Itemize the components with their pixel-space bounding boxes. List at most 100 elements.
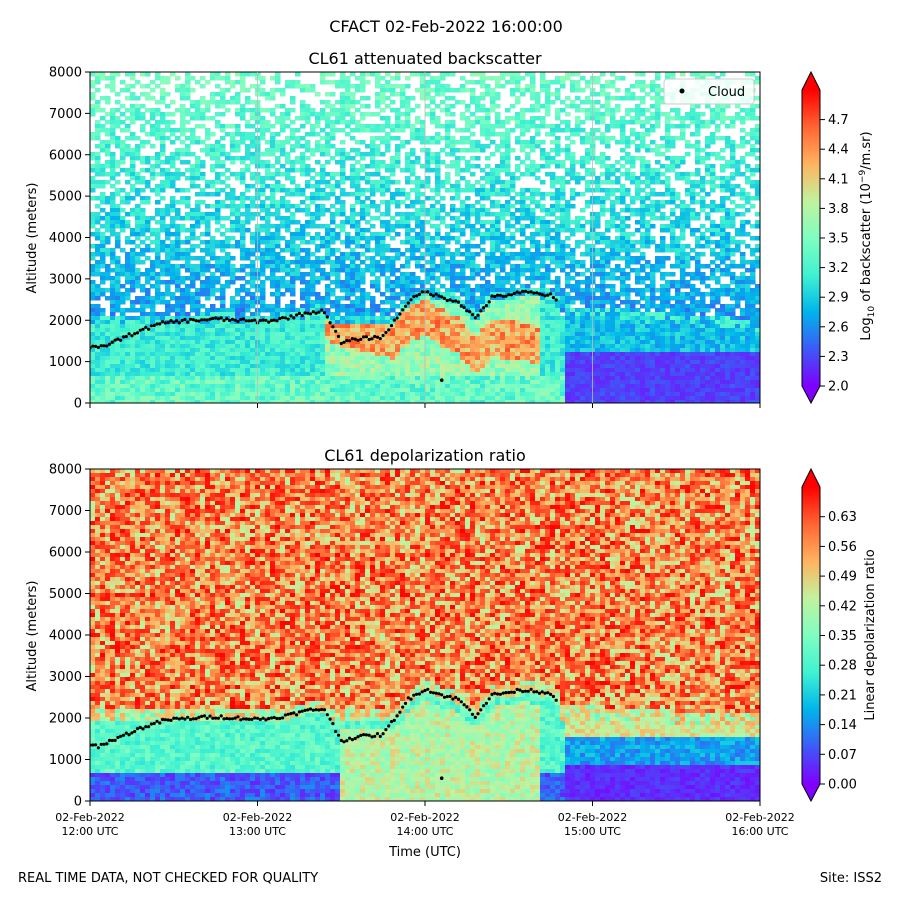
cloud-point (429, 293, 432, 296)
cloud-point (270, 716, 273, 719)
cloud-point (432, 691, 435, 694)
cloud-point (181, 319, 184, 322)
colorbar-tick-label: 0.21 (828, 688, 857, 703)
cloud-point (108, 739, 111, 742)
cloud-point (94, 743, 97, 746)
cloud-point (342, 740, 345, 743)
cloud-point (421, 290, 424, 293)
cloud-point (262, 319, 265, 322)
cloud-point (214, 717, 217, 720)
cloud-point (136, 727, 139, 730)
cloud-point (105, 344, 108, 347)
cloud-point (354, 338, 357, 341)
cloud-point (167, 321, 170, 324)
cloud-point (507, 691, 510, 694)
cloud-point (384, 728, 387, 731)
cloud-point (370, 337, 373, 340)
cloud-point (306, 312, 309, 315)
cloud-point (155, 322, 158, 325)
cloud-point (225, 717, 228, 720)
cloud-point (351, 337, 354, 340)
cloud-point (239, 318, 242, 321)
y-tick-label: 2000 (49, 712, 82, 727)
cloud-point (139, 726, 142, 729)
cloud-point (454, 299, 457, 302)
cloud-point (100, 743, 103, 746)
depol-plot-area (88, 469, 760, 802)
cloud-point (298, 710, 301, 713)
cloud-point (387, 328, 390, 331)
cloud-point (178, 717, 181, 720)
colorbar-tick-label: 2.3 (828, 350, 849, 365)
cloud-point (379, 337, 382, 340)
cloud-legend-label: Cloud (708, 85, 745, 100)
depol-colorbar-bar (802, 487, 820, 784)
cloud-point (521, 290, 524, 293)
cloud-point (446, 299, 449, 302)
cloud-point (158, 322, 161, 325)
cloud-point (114, 739, 117, 742)
cloud-point (398, 312, 401, 315)
cloud-point (532, 690, 535, 693)
cloud-point (273, 319, 276, 322)
cloud-point (287, 318, 290, 321)
cloud-point (231, 717, 234, 720)
cloud-point (471, 313, 474, 316)
cloud-point (524, 690, 527, 693)
cloud-point (292, 316, 295, 319)
cloud-point (329, 718, 332, 721)
cloud-point (197, 716, 200, 719)
cloud-point (301, 710, 304, 713)
cloud-point (549, 292, 552, 295)
footer-site: Site: ISS2 (820, 871, 882, 886)
cloud-point (396, 316, 399, 319)
cloud-point (516, 290, 519, 293)
colorbar-tick-label: 0.56 (828, 540, 857, 555)
cloud-point (217, 717, 220, 720)
figure-title: CFACT 02-Feb-2022 16:00:00 (329, 17, 563, 36)
cloud-point (200, 318, 203, 321)
cloud-point (208, 318, 211, 321)
y-tick-label: 0 (74, 397, 82, 412)
y-tick-label: 7000 (49, 504, 82, 519)
cloud-point (242, 717, 245, 720)
x-tick-time: 13:00 UTC (229, 825, 286, 838)
cloud-point (141, 328, 144, 331)
cloud-point (393, 719, 396, 722)
cloud-point (108, 343, 111, 346)
cloud-point (390, 324, 393, 327)
cloud-point (532, 292, 535, 295)
cloud-point (376, 336, 379, 339)
backscatter-colorbar-bar (802, 90, 820, 386)
cloud-point (535, 291, 538, 294)
y-tick-label: 8000 (49, 66, 82, 81)
cloud-point (144, 725, 147, 728)
cloud-point (102, 344, 105, 347)
cloud-point (158, 721, 161, 724)
cloud-point (245, 319, 248, 322)
cloud-point (513, 292, 516, 295)
cloud-point (312, 310, 315, 313)
cloud-point (200, 715, 203, 718)
cloud-point (401, 308, 404, 311)
cloud-point (222, 319, 225, 322)
cloud-point (415, 693, 418, 696)
cloud-point (404, 702, 407, 705)
cloud-point (541, 690, 544, 693)
y-tick-label: 1000 (49, 753, 82, 768)
cloud-point (521, 690, 524, 693)
cloud-point (211, 317, 214, 320)
colorbar-tick-label: 0.35 (828, 629, 857, 644)
cloud-point (502, 692, 505, 695)
cloud-point (329, 321, 332, 324)
cloud-point (546, 691, 549, 694)
y-tick-label: 4000 (49, 629, 82, 644)
cloud-point (292, 711, 295, 714)
cloud-point (493, 692, 496, 695)
cloud-point (259, 319, 262, 322)
cloud-point (527, 291, 530, 294)
cloud-point (384, 331, 387, 334)
cloud-point (94, 345, 97, 348)
